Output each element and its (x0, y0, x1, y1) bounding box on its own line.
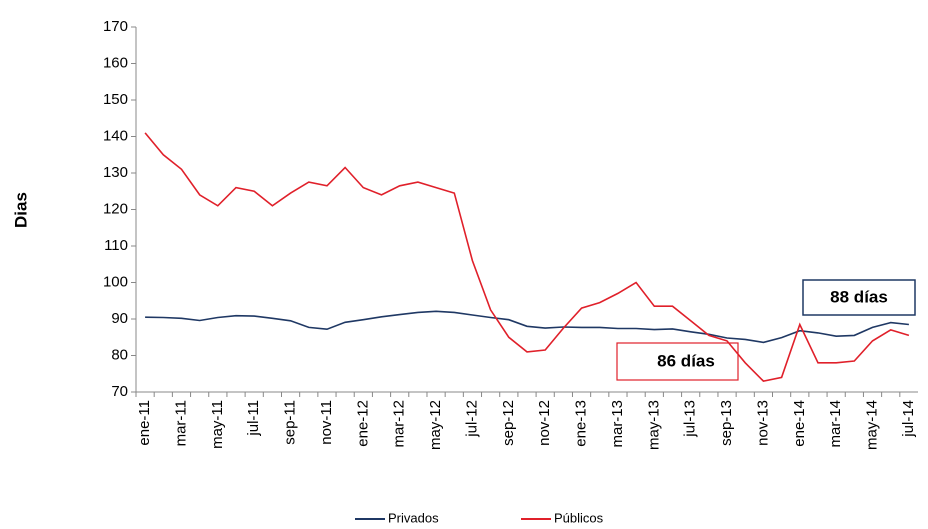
x-tick-label: sep-11 (282, 400, 299, 445)
y-tick-label: 140 (103, 127, 128, 144)
y-tick-label: 160 (103, 54, 128, 71)
x-tick-label: jul-14 (900, 400, 917, 438)
x-tick-label: sep-12 (500, 400, 517, 446)
x-tick-label: may-13 (645, 400, 662, 450)
x-tick-label: mar-13 (609, 400, 626, 448)
y-tick-label: 90 (111, 310, 128, 327)
y-tick-label: 150 (103, 91, 128, 108)
y-tick-label: 110 (104, 237, 128, 254)
x-tick-label: ene-13 (573, 400, 590, 447)
y-tick-label: 170 (103, 18, 128, 35)
x-tick-label: may-14 (864, 400, 881, 450)
annotation: 88 días (830, 287, 888, 306)
annotation-box (802, 279, 916, 316)
line-series (144, 132, 910, 382)
x-tick-label: jul-11 (245, 400, 262, 437)
x-tick-label: mar-11 (172, 400, 189, 446)
y-tick-label: 120 (103, 200, 128, 217)
x-tick-label: jul-13 (682, 400, 699, 438)
y-tick-label: 130 (103, 164, 128, 181)
y-tick-label: 100 (103, 273, 128, 290)
x-tick-label: may-12 (427, 400, 444, 450)
y-tick-label: 80 (111, 346, 128, 363)
x-tick-label: sep-13 (718, 400, 735, 446)
y-axis-label: Dias (11, 192, 30, 228)
line-series (145, 310, 909, 344)
x-tick-label: ene-12 (354, 400, 371, 447)
x-tick-label: may-11 (209, 400, 226, 449)
x-tick-label: jul-12 (463, 400, 480, 438)
y-tick-label: 70 (111, 383, 128, 400)
x-tick-label: ene-14 (791, 400, 808, 447)
x-tick-label: mar-14 (827, 400, 844, 448)
x-tick-label: nov-13 (754, 400, 771, 446)
x-tick-label: ene-11 (136, 400, 153, 446)
x-tick-label: mar-12 (391, 400, 408, 448)
x-tick-label: nov-11 (318, 400, 335, 445)
legend-label: Privados (388, 510, 439, 525)
legend-label: Públicos (554, 510, 604, 525)
annotation: 86 días (657, 351, 715, 370)
annotation-box (616, 342, 739, 381)
x-tick-label: nov-12 (536, 400, 553, 446)
